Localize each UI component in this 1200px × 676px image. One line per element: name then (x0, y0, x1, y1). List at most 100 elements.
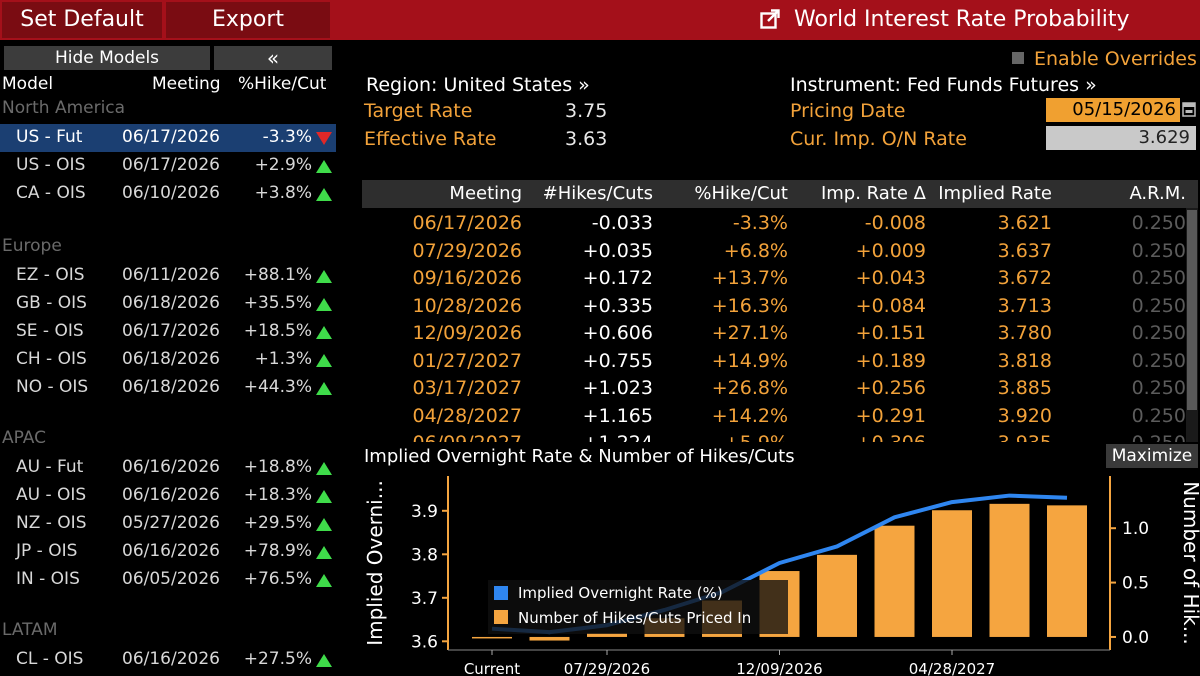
cell-implied-rate: 3.672 (997, 267, 1052, 289)
model-row[interactable]: IN - OIS 06/05/2026 +76.5% (0, 566, 336, 594)
model-row[interactable]: GB - OIS 06/18/2026 +35.5% (0, 290, 336, 318)
model-row[interactable]: US - Fut 06/17/2026 -3.3% (0, 124, 336, 152)
model-meeting: 06/17/2026 (122, 155, 220, 175)
model-row[interactable]: AU - Fut 06/16/2026 +18.8% (0, 454, 336, 482)
table-row[interactable]: 06/17/2026 -0.033 -3.3% -0.008 3.621 0.250 (362, 210, 1198, 237)
model-row[interactable]: US - OIS 06/17/2026 +2.9% (0, 152, 336, 180)
model-pct: +78.9% (243, 541, 312, 561)
model-name: IN - OIS (16, 569, 80, 589)
model-pct: +76.5% (243, 569, 312, 589)
maximize-button[interactable]: Maximize (1106, 444, 1198, 468)
model-meeting: 06/16/2026 (122, 541, 220, 561)
checkbox-box[interactable] (1012, 52, 1024, 64)
cell-arm: 0.250 (1131, 212, 1186, 234)
th-meeting[interactable]: Meeting (449, 183, 522, 204)
model-meeting: 06/17/2026 (122, 127, 220, 147)
model-row[interactable]: EZ - OIS 06/11/2026 +88.1% (0, 262, 336, 290)
rate-chart: 3.6 3.7 3.8 3.9 0.0 0.5 1.0 Implied Overni... Nu… (362, 470, 1200, 676)
cell-hikes: +1.165 (582, 404, 653, 427)
th-implied-rate[interactable]: Implied Rate (938, 183, 1052, 204)
model-row[interactable]: NO - OIS 06/18/2026 +44.3% (0, 374, 336, 402)
model-name: CA - OIS (16, 183, 86, 203)
bar-hikes (472, 636, 512, 639)
table-row[interactable]: 01/27/2027 +0.755 +14.9% +0.189 3.818 0.250 (362, 348, 1198, 375)
model-row[interactable]: CL - OIS 06/16/2026 +27.5% (0, 646, 336, 674)
cell-implied-rate: 3.780 (997, 322, 1052, 344)
model-pct: +18.3% (243, 485, 312, 505)
th-arm[interactable]: A.R.M. (1129, 183, 1186, 204)
on-rate-value: 3.629 (1046, 126, 1196, 150)
model-pct: +2.9% (254, 155, 312, 175)
table-scroll-thumb[interactable] (1187, 210, 1197, 410)
model-pct: +3.8% (254, 183, 312, 203)
export-button[interactable]: Export (166, 2, 330, 38)
model-row[interactable]: CH - OIS 06/18/2026 +1.3% (0, 346, 336, 374)
cell-meeting: 03/17/2027 (412, 377, 522, 399)
meetings-table: Meeting #Hikes/Cuts %Hike/Cut Imp. Rate … (362, 180, 1198, 442)
cell-implied-rate: 3.713 (997, 294, 1052, 317)
instrument-selector[interactable]: Instrument: Fed Funds Futures » (790, 74, 1097, 96)
hide-models-button[interactable]: Hide Models (4, 46, 210, 70)
cell-hikes: +0.335 (582, 294, 653, 317)
table-row[interactable]: 03/17/2027 +1.023 +26.8% +0.256 3.885 0.250 (362, 375, 1198, 402)
target-rate-value: 3.75 (565, 100, 608, 122)
model-row[interactable]: NZ - OIS 05/27/2026 +29.5% (0, 510, 336, 538)
model-row[interactable]: CA - OIS 06/10/2026 +3.8% (0, 180, 336, 208)
cell-hikes: +0.755 (582, 349, 653, 372)
enable-overrides-checkbox[interactable]: Enable Overrides (1012, 48, 1197, 70)
th-imp-rate-delta[interactable]: Imp. Rate Δ (820, 183, 926, 204)
region-header: North America (2, 98, 126, 118)
pricing-date-input[interactable]: 05/15/2026 (1046, 98, 1180, 122)
region-header: Europe (2, 236, 62, 256)
header-model[interactable]: Model (2, 74, 54, 94)
set-default-button[interactable]: Set Default (2, 2, 162, 38)
cell-hikes: +0.035 (582, 239, 653, 262)
table-row[interactable]: 09/16/2026 +0.172 +13.7% +0.043 3.672 0.250 (362, 265, 1198, 292)
model-pct: +35.5% (243, 293, 312, 313)
y-axis-label: Implied Overni... (363, 480, 387, 646)
bar-hikes (989, 503, 1030, 637)
model-row[interactable]: AU - OIS 06/16/2026 +18.3% (0, 482, 336, 510)
header-meeting[interactable]: Meeting (152, 74, 221, 94)
bar-hikes (874, 525, 915, 637)
model-name: CH - OIS (16, 349, 87, 369)
table-row[interactable]: 07/29/2026 +0.035 +6.8% +0.009 3.637 0.250 (362, 238, 1198, 265)
table-row[interactable]: 10/28/2026 +0.335 +16.3% +0.084 3.713 0.250 (362, 293, 1198, 320)
legend-label-bar: Number of Hikes/Cuts Priced In (518, 609, 751, 627)
table-row[interactable]: 12/09/2026 +0.606 +27.1% +0.151 3.780 0.250 (362, 320, 1198, 347)
cell-pct: -3.3% (732, 212, 788, 234)
triangle-up-icon (316, 490, 332, 503)
header-pct-hike-cut[interactable]: %Hike/Cut (238, 74, 327, 94)
cell-pct: +13.7% (711, 267, 788, 289)
th-hikes-cuts[interactable]: #Hikes/Cuts (542, 183, 653, 204)
x-tick-label: 07/29/2026 (564, 660, 650, 676)
cell-implied-rate: 3.621 (997, 212, 1052, 234)
bar-hikes (529, 636, 570, 641)
model-meeting: 06/18/2026 (122, 349, 220, 369)
cell-imp-delta: +0.256 (855, 377, 926, 399)
y-tick-label: 3.8 (411, 545, 438, 565)
region-selector[interactable]: Region: United States » (366, 74, 590, 96)
table-row[interactable]: 06/09/2027 +1.224 +5.9% +0.306 3.935 0.250 (362, 430, 1198, 442)
model-pct: +27.5% (243, 649, 312, 669)
cell-meeting: 04/28/2027 (412, 404, 522, 427)
table-row[interactable]: 04/28/2027 +1.165 +14.2% +0.291 3.920 0.250 (362, 403, 1198, 430)
model-row[interactable]: SE - OIS 06/17/2026 +18.5% (0, 318, 336, 346)
model-pct: -3.3% (262, 127, 312, 147)
model-row[interactable]: JP - OIS 06/16/2026 +78.9% (0, 538, 336, 566)
model-meeting: 06/05/2026 (122, 569, 220, 589)
title-text: World Interest Rate Probability (794, 7, 1130, 32)
cell-imp-delta: +0.291 (855, 404, 926, 427)
model-meeting: 06/16/2026 (122, 649, 220, 669)
model-meeting: 06/10/2026 (122, 183, 220, 203)
calendar-icon[interactable] (1182, 100, 1196, 118)
triangle-up-icon (316, 160, 332, 173)
cell-imp-delta: +0.043 (855, 267, 926, 289)
legend-swatch-bar (494, 610, 508, 624)
triangle-up-icon (316, 354, 332, 367)
th-pct-hike-cut[interactable]: %Hike/Cut (694, 183, 788, 204)
x-tick-label: Current (464, 660, 520, 676)
external-link-icon[interactable] (760, 7, 780, 29)
cell-implied-rate: 3.920 (997, 404, 1052, 427)
collapse-panel-button[interactable]: « (214, 46, 332, 70)
